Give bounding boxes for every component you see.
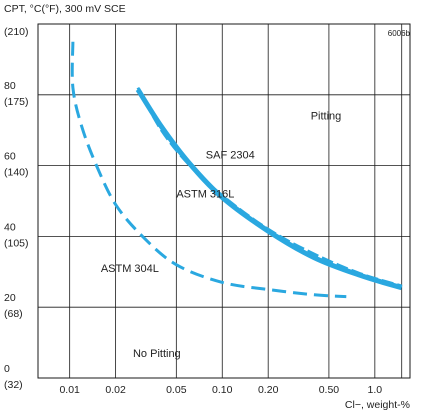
y-tick-label-fahrenheit: (140) <box>4 167 29 179</box>
y-tick-label-fahrenheit: (210) <box>4 26 29 38</box>
annotation-saf-2304: SAF 2304 <box>206 150 255 162</box>
y-tick-label-celsius: 40 <box>4 221 16 233</box>
annotation-no-pitting: No Pitting <box>133 348 181 360</box>
y-tick-labels: 0 (32) 20 (68) 40 (105) 60 (140) 80 (175) (210) <box>4 26 29 391</box>
y-tick-label-celsius: 20 <box>4 292 16 304</box>
y-tick-label-fahrenheit: (105) <box>4 237 29 249</box>
y-tick-label-celsius: 80 <box>4 80 16 92</box>
y-tick-label-fahrenheit: (68) <box>4 308 23 320</box>
figure-id: 6006b <box>388 29 411 38</box>
x-tick-label: 1.0 <box>368 384 383 396</box>
y-tick-label-celsius: 0 <box>4 363 10 375</box>
annotation-pitting: Pitting <box>311 111 342 123</box>
series-line-astm-316l <box>136 86 403 288</box>
chart-title: CPT, °C(°F), 300 mV SCE <box>4 3 126 15</box>
series-line-astm-304l <box>70 41 347 299</box>
x-tick-label: 0.50 <box>319 384 340 396</box>
chart-annotations: Pitting SAF 2304 ASTM 316L ASTM 304L No Pitt… <box>101 111 341 360</box>
annotation-astm-316l: ASTM 316L <box>176 188 234 200</box>
chart-series <box>70 41 403 299</box>
x-tick-label: 0.20 <box>258 384 279 396</box>
annotation-astm-304l: ASTM 304L <box>101 263 159 275</box>
y-tick-label-fahrenheit: (175) <box>4 96 29 108</box>
x-tick-label: 0.05 <box>166 384 187 396</box>
x-tick-label: 0.02 <box>105 384 126 396</box>
x-tick-labels: 0.01 0.02 0.05 0.10 0.20 0.50 1.0 <box>59 384 382 396</box>
x-tick-label: 0.01 <box>59 384 80 396</box>
y-tick-label-fahrenheit: (32) <box>4 379 23 391</box>
x-tick-label: 0.10 <box>212 384 233 396</box>
x-axis-label: Cl−, weight-% <box>345 399 410 411</box>
series-line-saf-2304 <box>135 88 403 291</box>
y-tick-label-celsius: 60 <box>4 151 16 163</box>
plot-frame <box>37 23 411 379</box>
